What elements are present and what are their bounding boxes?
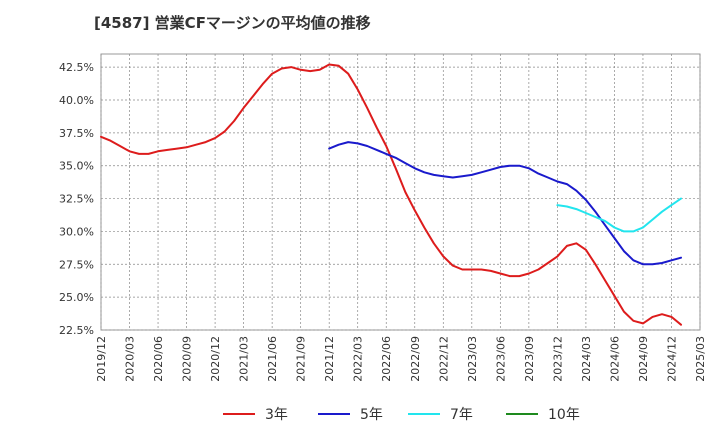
x-tick-label: 2020/03 (124, 336, 137, 382)
x-tick-label: 2021/09 (295, 336, 308, 382)
x-tick-label: 2024/06 (608, 336, 621, 382)
x-tick-label: 2023/12 (551, 336, 564, 382)
legend-label: 3年 (265, 407, 288, 423)
x-tick-label: 2023/06 (494, 336, 507, 382)
y-tick-label: 22.5% (59, 324, 94, 337)
x-tick-label: 2019/12 (95, 336, 108, 382)
x-tick-label: 2024/09 (637, 336, 650, 382)
x-tick-label: 2020/12 (209, 336, 222, 382)
y-tick-label: 27.5% (59, 258, 94, 271)
y-tick-label: 32.5% (59, 193, 94, 206)
x-tick-label: 2024/12 (665, 336, 678, 382)
x-tick-label: 2021/03 (238, 336, 251, 382)
legend-label: 5年 (360, 407, 383, 423)
y-tick-label: 40.0% (59, 94, 94, 107)
x-tick-label: 2020/06 (152, 336, 165, 382)
y-tick-label: 37.5% (59, 127, 94, 140)
x-tick-label: 2023/03 (466, 336, 479, 382)
plot-area (100, 53, 701, 331)
x-tick-label: 2021/06 (266, 336, 279, 382)
x-tick-label: 2022/06 (380, 336, 393, 382)
x-tick-label: 2022/09 (409, 336, 422, 382)
series-line (556, 197, 682, 233)
chart-title: [4587] 営業CFマージンの平均値の推移 (94, 14, 371, 32)
x-tick-label: 2022/12 (437, 336, 450, 382)
x-tick-label: 2021/12 (323, 336, 336, 382)
legend-label: 7年 (450, 407, 473, 423)
series-line (328, 141, 682, 266)
y-tick-label: 42.5% (59, 61, 94, 74)
x-tick-label: 2024/03 (580, 336, 593, 382)
x-tick-label: 2020/09 (181, 336, 194, 382)
x-tick-label: 2025/03 (694, 336, 707, 382)
legend-label: 10年 (548, 407, 580, 423)
y-tick-label: 25.0% (59, 291, 94, 304)
x-tick-label: 2023/09 (523, 336, 536, 382)
y-tick-label: 35.0% (59, 160, 94, 173)
y-tick-label: 30.0% (59, 225, 94, 238)
x-tick-label: 2022/03 (352, 336, 365, 382)
series-line (100, 63, 682, 326)
